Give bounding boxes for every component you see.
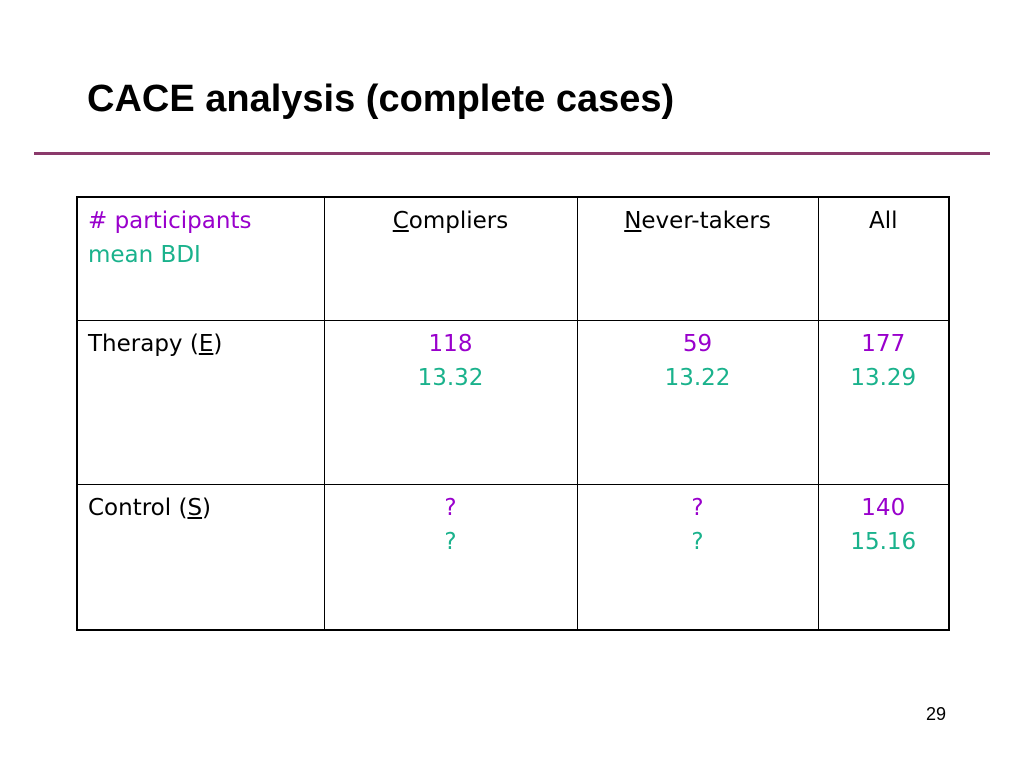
table-row-therapy: Therapy (E) 118 13.32 59 13.22 177 13.29 xyxy=(76,319,950,485)
cell-mean: ? xyxy=(691,528,704,555)
row-label-prefix: Control ( xyxy=(88,494,188,521)
cell-count: 118 xyxy=(428,330,473,357)
cell-count: 177 xyxy=(861,330,906,357)
cell-mean: 13.22 xyxy=(664,364,731,391)
cell-count: ? xyxy=(691,494,704,521)
title-divider xyxy=(34,152,990,155)
table-cell: 140 15.16 xyxy=(817,483,950,631)
legend-cell: # participants mean BDI xyxy=(76,196,325,321)
cell-mean: 13.32 xyxy=(417,364,484,391)
slide-title: CACE analysis (complete cases) xyxy=(87,78,675,120)
cell-count: 59 xyxy=(682,330,713,357)
row-label-code: S xyxy=(187,494,203,521)
cell-count: 140 xyxy=(861,494,906,521)
cell-mean: 15.16 xyxy=(850,528,917,555)
cace-table: # participants mean BDI Compliers Never-… xyxy=(76,196,950,631)
column-initial: N xyxy=(624,208,642,234)
column-initial: C xyxy=(392,208,409,234)
cell-count: ? xyxy=(444,494,457,521)
cell-mean: 13.29 xyxy=(850,364,917,391)
header-row: # participants mean BDI Compliers Never-… xyxy=(76,196,950,321)
table-cell: 177 13.29 xyxy=(817,319,950,485)
row-label: Control (S) xyxy=(76,483,325,631)
row-label-prefix: Therapy ( xyxy=(88,330,199,357)
page-number: 29 xyxy=(926,704,947,724)
column-label: ompliers xyxy=(408,208,509,234)
table-cell: 118 13.32 xyxy=(323,319,578,485)
table-cell: ? ? xyxy=(323,483,578,631)
row-label-suffix: ) xyxy=(213,330,223,357)
legend-count-label: # participants xyxy=(88,208,252,234)
table-row-control: Control (S) ? ? ? ? 140 15.16 xyxy=(76,483,950,631)
row-label-suffix: ) xyxy=(202,494,212,521)
table-cell: ? ? xyxy=(576,483,819,631)
row-label-code: E xyxy=(198,330,214,357)
column-header-compliers: Compliers xyxy=(323,196,578,321)
column-header-never-takers: Never-takers xyxy=(576,196,819,321)
row-label: Therapy (E) xyxy=(76,319,325,485)
column-label: ever-takers xyxy=(641,208,771,234)
table-cell: 59 13.22 xyxy=(576,319,819,485)
legend-mean-label: mean BDI xyxy=(88,242,201,268)
cell-mean: ? xyxy=(444,528,457,555)
column-label: All xyxy=(868,208,898,234)
column-header-all: All xyxy=(817,196,950,321)
